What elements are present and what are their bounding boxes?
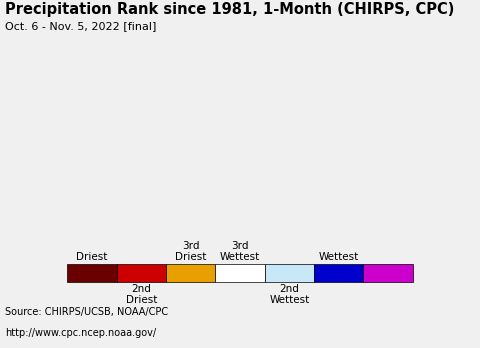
- Text: http://www.cpc.ncep.noaa.gov/: http://www.cpc.ncep.noaa.gov/: [5, 328, 156, 338]
- Text: 3rd
Wettest: 3rd Wettest: [220, 241, 260, 262]
- Bar: [264, 264, 314, 283]
- Text: 2nd
Driest: 2nd Driest: [126, 284, 157, 305]
- Bar: [117, 264, 166, 283]
- Text: Precipitation Rank since 1981, 1-Month (CHIRPS, CPC): Precipitation Rank since 1981, 1-Month (…: [5, 2, 454, 17]
- Text: Oct. 6 - Nov. 5, 2022 [final]: Oct. 6 - Nov. 5, 2022 [final]: [5, 21, 156, 31]
- Bar: [67, 264, 117, 283]
- Text: 2nd
Wettest: 2nd Wettest: [269, 284, 310, 305]
- Bar: [166, 264, 216, 283]
- Bar: [314, 264, 363, 283]
- Text: Driest: Driest: [76, 252, 108, 262]
- Bar: [216, 264, 264, 283]
- Bar: [363, 264, 413, 283]
- Text: 3rd
Driest: 3rd Driest: [175, 241, 206, 262]
- Text: Source: CHIRPS/UCSB, NOAA/CPC: Source: CHIRPS/UCSB, NOAA/CPC: [5, 307, 168, 317]
- Text: Wettest: Wettest: [319, 252, 359, 262]
